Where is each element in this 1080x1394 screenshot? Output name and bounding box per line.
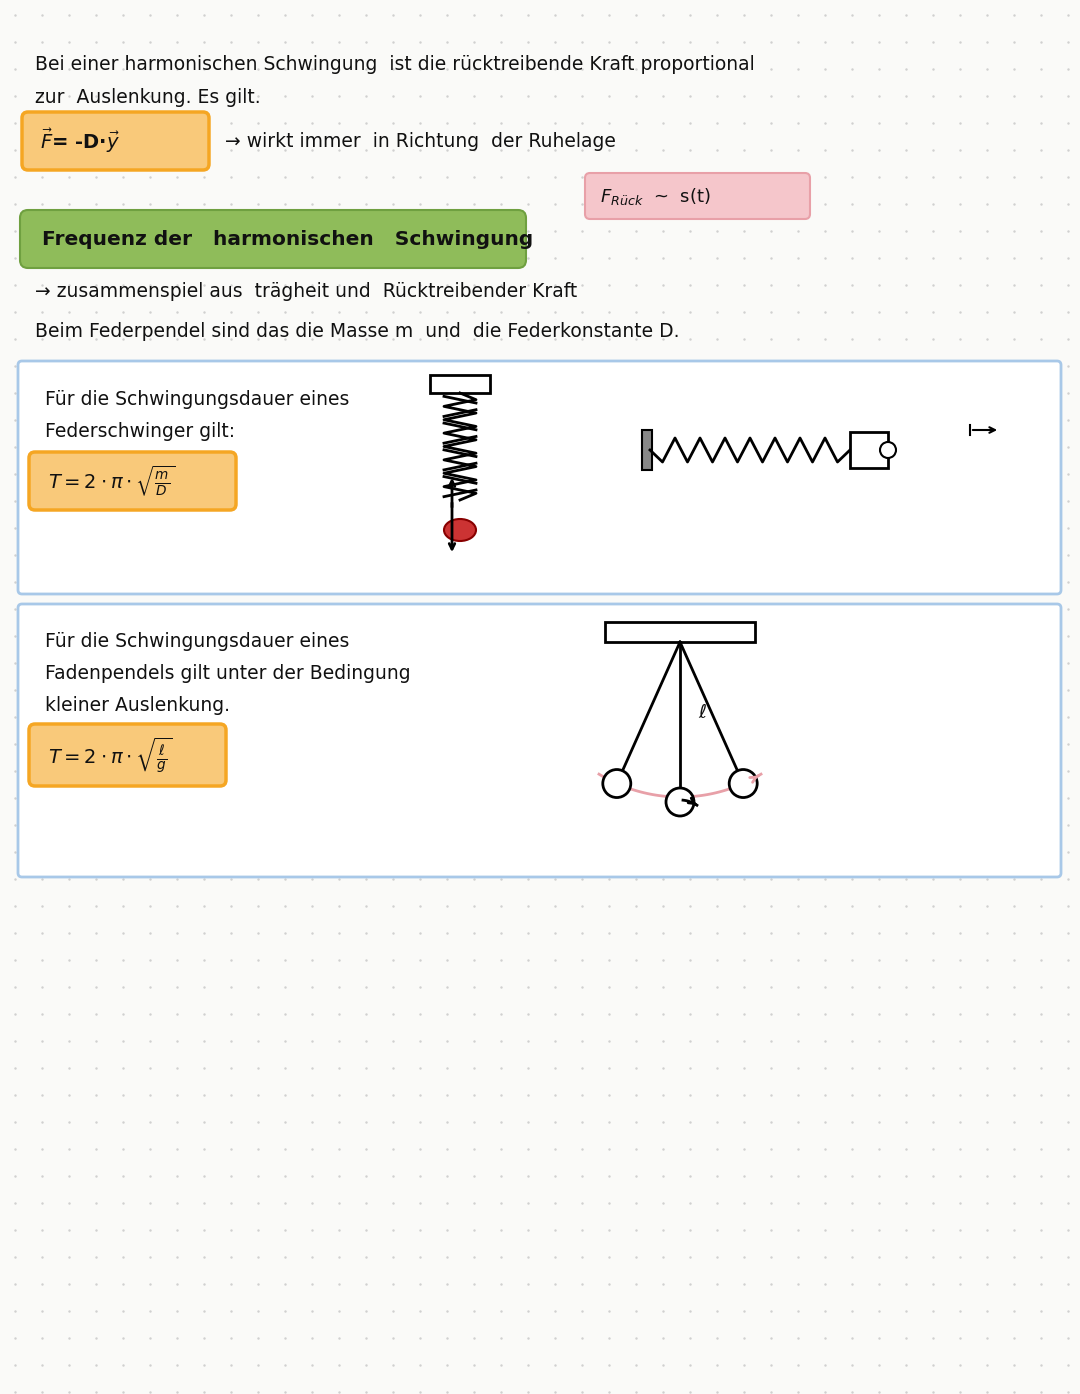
FancyBboxPatch shape [18, 604, 1061, 877]
Text: zur  Auslenkung. Es gilt.: zur Auslenkung. Es gilt. [35, 88, 260, 107]
Text: Fadenpendels gilt unter der Bedingung: Fadenpendels gilt unter der Bedingung [45, 664, 410, 683]
FancyBboxPatch shape [22, 112, 210, 170]
Text: → wirkt immer  in Richtung  der Ruhelage: → wirkt immer in Richtung der Ruhelage [225, 131, 616, 151]
Text: $\vec{F}$= -D·$\vec{y}$: $\vec{F}$= -D·$\vec{y}$ [40, 127, 120, 155]
Bar [850, 432, 888, 468]
Text: Für die Schwingungsdauer eines: Für die Schwingungsdauer eines [45, 390, 349, 408]
FancyBboxPatch shape [18, 361, 1061, 594]
Text: Für die Schwingungsdauer eines: Für die Schwingungsdauer eines [45, 631, 349, 651]
Text: → zusammenspiel aus  trägheit und  Rücktreibender Kraft: → zusammenspiel aus trägheit und Rücktre… [35, 282, 577, 301]
Bar [430, 375, 490, 393]
Text: Federschwinger gilt:: Federschwinger gilt: [45, 422, 235, 441]
FancyBboxPatch shape [29, 452, 237, 510]
Text: Bei einer harmonischen Schwingung  ist die rücktreibende Kraft proportional: Bei einer harmonischen Schwingung ist di… [35, 54, 755, 74]
Text: ℓ: ℓ [698, 703, 706, 722]
FancyBboxPatch shape [585, 173, 810, 219]
Ellipse shape [444, 519, 476, 541]
Bar [642, 429, 652, 470]
Circle shape [666, 788, 694, 815]
FancyBboxPatch shape [29, 723, 226, 786]
Circle shape [880, 442, 896, 459]
Text: $T= 2\cdot\pi\cdot\sqrt{\frac{m}{D}}$: $T= 2\cdot\pi\cdot\sqrt{\frac{m}{D}}$ [48, 464, 175, 498]
Text: $F_{Rück}$  ~  s(t): $F_{Rück}$ ~ s(t) [600, 185, 711, 206]
Text: $T= 2\cdot\pi\cdot\sqrt{\frac{\ell}{g}}$: $T= 2\cdot\pi\cdot\sqrt{\frac{\ell}{g}}$ [48, 735, 173, 775]
Text: Frequenz der   harmonischen   Schwingung: Frequenz der harmonischen Schwingung [42, 230, 534, 248]
Circle shape [729, 769, 757, 797]
Text: Beim Federpendel sind das die Masse m  und  die Federkonstante D.: Beim Federpendel sind das die Masse m un… [35, 322, 679, 342]
FancyBboxPatch shape [21, 210, 526, 268]
Text: kleiner Auslenkung.: kleiner Auslenkung. [45, 696, 230, 715]
Circle shape [603, 769, 631, 797]
Bar [605, 622, 755, 643]
